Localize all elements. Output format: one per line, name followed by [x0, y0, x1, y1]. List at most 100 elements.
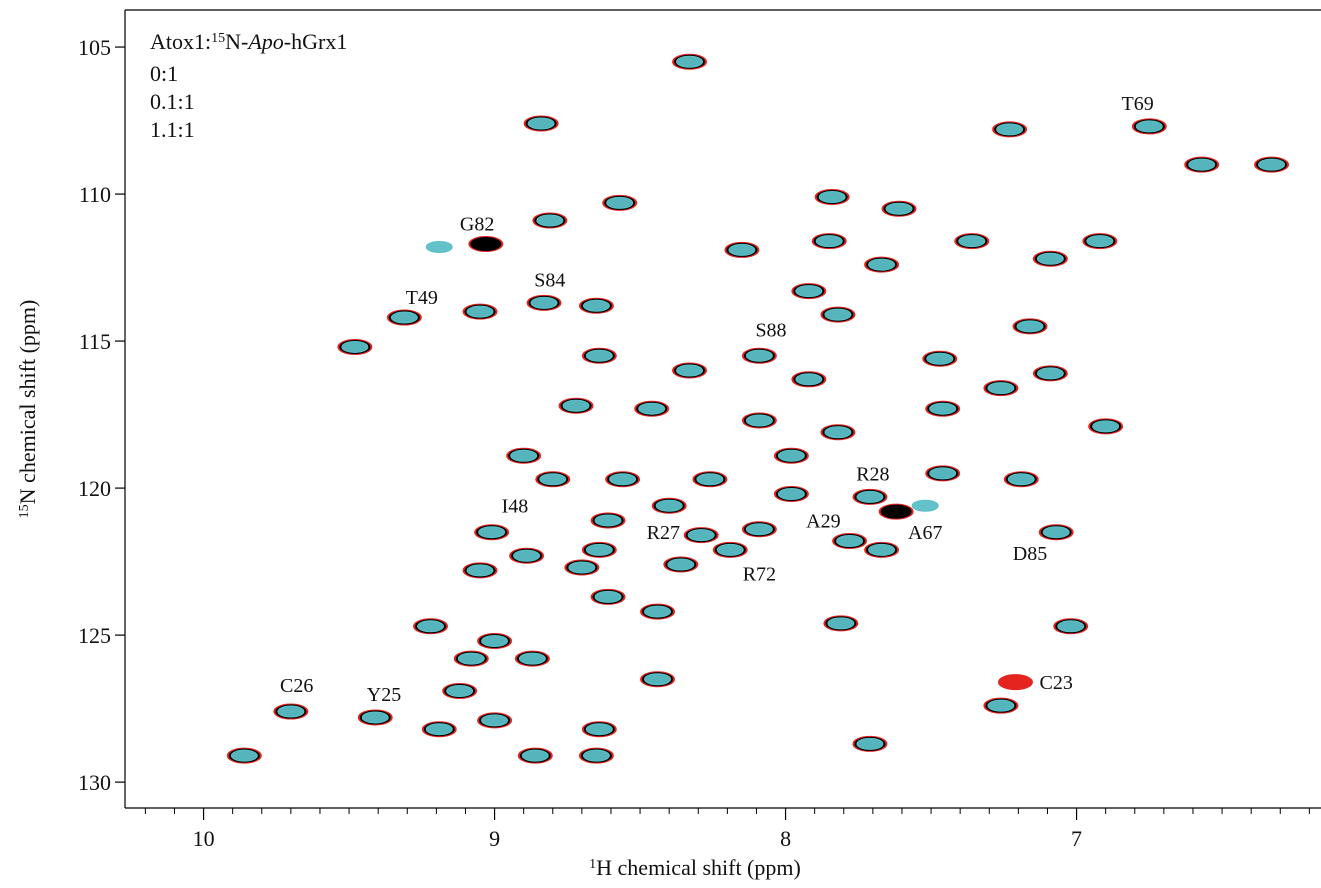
- peak: [481, 634, 509, 647]
- peak: [856, 490, 884, 503]
- y-tick-label: 105: [78, 35, 111, 60]
- peak: [868, 543, 896, 556]
- peak: [609, 473, 637, 486]
- peak: [996, 123, 1024, 136]
- peak: [958, 235, 986, 248]
- y-label-sup: 15: [17, 504, 32, 518]
- axes: 10 9 8 7 105 110 115 120 125 130: [78, 9, 1321, 851]
- peak-label: T49: [406, 287, 438, 309]
- peak: [655, 499, 683, 512]
- peak-label: C23: [1040, 672, 1073, 694]
- x-label-sup: 1: [589, 857, 596, 872]
- peak: [1016, 320, 1044, 333]
- peak: [777, 449, 805, 462]
- peak-label: C26: [280, 675, 313, 697]
- peak: [795, 285, 823, 298]
- peak: [777, 487, 805, 500]
- peak: [911, 499, 939, 512]
- y-tick-label: 110: [79, 182, 111, 207]
- peak: [606, 196, 634, 209]
- peak: [728, 243, 756, 256]
- peak: [582, 299, 610, 312]
- peak: [446, 684, 474, 697]
- peak: [815, 235, 843, 248]
- peak: [926, 352, 954, 365]
- peak: [929, 402, 957, 415]
- peak-label: S88: [755, 319, 786, 341]
- peak: [824, 308, 852, 321]
- peak: [361, 711, 389, 724]
- peak-label: I48: [502, 496, 529, 518]
- legend-entry: 1.1:1: [150, 117, 195, 142]
- peak: [585, 349, 613, 362]
- peak: [667, 558, 695, 571]
- peak: [513, 549, 541, 562]
- peak: [1086, 235, 1114, 248]
- legend-entry: 0:1: [150, 61, 178, 86]
- peak: [585, 723, 613, 736]
- peak-label: A67: [908, 522, 942, 544]
- peak: [341, 340, 369, 353]
- peak: [425, 240, 453, 253]
- peak-label: R27: [647, 522, 680, 544]
- peak: [644, 673, 672, 686]
- peak: [1042, 526, 1070, 539]
- peak: [481, 714, 509, 727]
- peak: [716, 543, 744, 556]
- peak: [795, 373, 823, 386]
- peak: [1092, 420, 1120, 433]
- peak: [1057, 620, 1085, 633]
- peak: [687, 529, 715, 542]
- x-tick-label: 8: [780, 826, 791, 851]
- peak: [521, 749, 549, 762]
- peak: [1036, 367, 1064, 380]
- legend-title-sup: 15: [211, 31, 225, 46]
- peak: [1036, 252, 1064, 265]
- peak: [836, 535, 864, 548]
- peak: [518, 652, 546, 665]
- peak: [745, 414, 773, 427]
- legend-title-part: N-: [225, 29, 248, 54]
- peak-label: G82: [460, 213, 494, 235]
- peak: [885, 202, 913, 215]
- y-tick-label: 125: [78, 623, 111, 648]
- peak: [582, 749, 610, 762]
- peak: [585, 543, 613, 556]
- peak: [530, 296, 558, 309]
- peak: [390, 311, 418, 324]
- legend-title-part: Atox1:: [150, 29, 211, 54]
- y-tick-label: 120: [78, 476, 111, 501]
- x-axis-label: 1H chemical shift (ppm): [589, 855, 801, 880]
- peak-label: S84: [534, 269, 565, 291]
- peak: [676, 364, 704, 377]
- peak: [1188, 158, 1216, 171]
- peak: [856, 737, 884, 750]
- peak: [827, 617, 855, 630]
- y-axis-label: 15N chemical shift (ppm): [15, 300, 40, 519]
- peak: [510, 449, 538, 462]
- peak: [594, 590, 622, 603]
- peak: [644, 605, 672, 618]
- peak: [824, 426, 852, 439]
- y-tick-label: 115: [79, 329, 111, 354]
- legend-title-part: -hGrx1: [284, 29, 348, 54]
- legend-title: Atox1:15N-Apo-hGrx1: [150, 29, 347, 54]
- peak: [568, 561, 596, 574]
- x-label-text: H chemical shift (ppm): [596, 855, 801, 880]
- peak-label: R28: [856, 463, 889, 485]
- peak: [638, 402, 666, 415]
- peaks: [226, 53, 1290, 764]
- x-tick-label: 10: [193, 826, 215, 851]
- peak: [1007, 473, 1035, 486]
- peak: [997, 674, 1033, 691]
- y-label-text: N chemical shift (ppm): [15, 300, 40, 505]
- peak: [527, 117, 555, 130]
- y-tick-label: 130: [78, 770, 111, 795]
- peak: [457, 652, 485, 665]
- peak-label: A29: [806, 510, 840, 532]
- peak: [594, 514, 622, 527]
- peak: [696, 473, 724, 486]
- peak: [929, 467, 957, 480]
- peak: [745, 349, 773, 362]
